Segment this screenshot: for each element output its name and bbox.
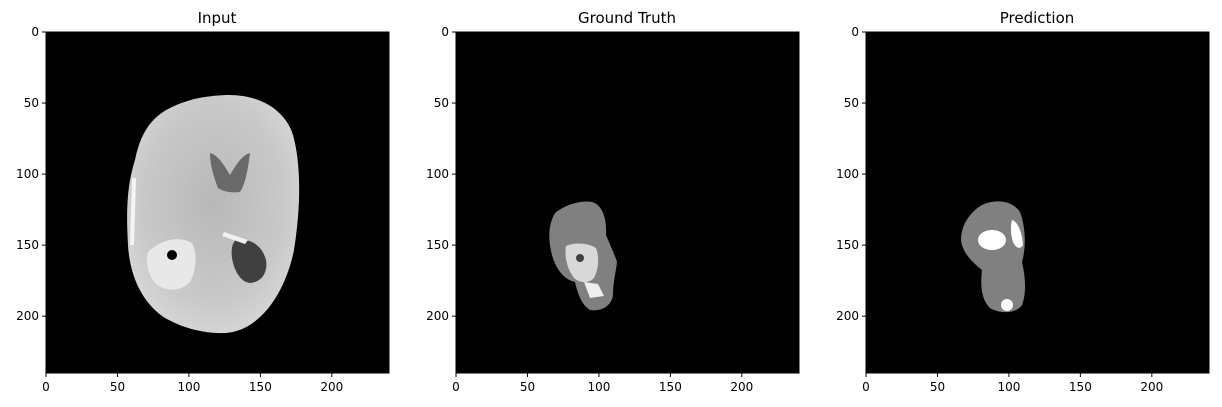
prediction-mask bbox=[961, 201, 1026, 313]
y-tick-label: 50 bbox=[844, 96, 859, 110]
y-tick-label: 200 bbox=[836, 309, 859, 323]
edge-streak bbox=[222, 232, 248, 244]
x-axis: 0 50 100 150 200 bbox=[862, 373, 1163, 394]
panel-title: Ground Truth bbox=[578, 9, 676, 27]
x-tick-label: 50 bbox=[930, 380, 945, 394]
y-axis: 0 50 100 150 200 bbox=[836, 25, 866, 323]
mask-white-region bbox=[565, 243, 599, 283]
image-background bbox=[456, 32, 799, 373]
y-tick-label: 150 bbox=[16, 238, 39, 252]
lesion-region bbox=[146, 239, 196, 290]
y-tick-label: 100 bbox=[426, 167, 449, 181]
ground-truth-mask bbox=[549, 201, 617, 311]
mask-core bbox=[576, 254, 584, 262]
y-tick-label: 0 bbox=[31, 25, 39, 39]
mask-white-region bbox=[1010, 220, 1023, 248]
cyst-region bbox=[231, 239, 267, 283]
y-tick-label: 150 bbox=[426, 238, 449, 252]
x-axis: 0 50 100 150 200 bbox=[42, 373, 343, 394]
brain-tissue bbox=[127, 94, 300, 334]
y-tick-label: 100 bbox=[836, 167, 859, 181]
x-tick-label: 150 bbox=[1069, 380, 1092, 394]
y-tick-label: 0 bbox=[851, 25, 859, 39]
x-tick-label: 200 bbox=[320, 380, 343, 394]
lesion-core bbox=[167, 250, 177, 260]
image-background bbox=[866, 32, 1209, 373]
x-tick-label: 50 bbox=[520, 380, 535, 394]
x-tick-label: 50 bbox=[110, 380, 125, 394]
y-axis: 0 50 100 150 200 bbox=[426, 25, 456, 323]
panel-ground-truth: Ground Truth 0 50 100 150 200 0 50 100 150 200 bbox=[426, 9, 800, 394]
panel-input: Input 0 50 100 150 200 0 50 100 150 200 bbox=[16, 9, 390, 394]
x-tick-label: 200 bbox=[1140, 380, 1163, 394]
mask-gray-region bbox=[961, 201, 1026, 313]
y-tick-label: 100 bbox=[16, 167, 39, 181]
axes-frame bbox=[45, 31, 390, 374]
y-tick-label: 200 bbox=[426, 309, 449, 323]
axes-frame bbox=[455, 31, 800, 374]
mask-white-region bbox=[1001, 299, 1013, 311]
y-tick-label: 150 bbox=[836, 238, 859, 252]
mask-white-region bbox=[584, 282, 604, 298]
x-tick-label: 0 bbox=[862, 380, 870, 394]
panel-prediction: Prediction 0 50 100 150 200 0 50 100 150 200 bbox=[836, 9, 1210, 394]
x-tick-label: 0 bbox=[452, 380, 460, 394]
mri-image bbox=[127, 94, 300, 334]
x-axis: 0 50 100 150 200 bbox=[452, 373, 753, 394]
x-tick-label: 100 bbox=[587, 380, 610, 394]
x-tick-label: 100 bbox=[177, 380, 200, 394]
x-tick-label: 100 bbox=[997, 380, 1020, 394]
x-tick-label: 200 bbox=[730, 380, 753, 394]
axes-frame bbox=[865, 31, 1210, 374]
x-tick-label: 150 bbox=[659, 380, 682, 394]
panel-title: Input bbox=[198, 9, 237, 27]
x-tick-label: 0 bbox=[42, 380, 50, 394]
y-tick-label: 50 bbox=[24, 96, 39, 110]
x-tick-label: 150 bbox=[249, 380, 272, 394]
y-tick-label: 50 bbox=[434, 96, 449, 110]
ventricles bbox=[210, 153, 250, 193]
y-tick-label: 0 bbox=[441, 25, 449, 39]
y-axis: 0 50 100 150 200 bbox=[16, 25, 46, 323]
y-tick-label: 200 bbox=[16, 309, 39, 323]
panel-title: Prediction bbox=[1000, 9, 1075, 27]
edge-streak bbox=[130, 178, 136, 245]
mask-white-region bbox=[978, 230, 1006, 250]
